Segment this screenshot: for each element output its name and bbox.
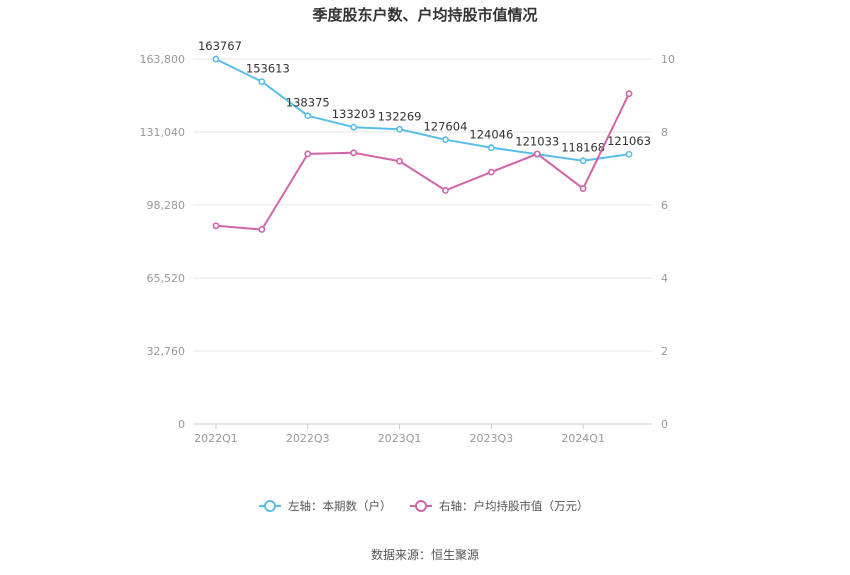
- left-tick-label: 98,280: [147, 199, 186, 212]
- right-axis: 0 2 4 6 8 10: [661, 53, 675, 431]
- data-label: 121033: [515, 134, 559, 148]
- data-label: 118168: [561, 141, 605, 155]
- data-point[interactable]: [396, 157, 403, 165]
- legend-swatch-marker: [264, 500, 276, 512]
- x-tick-label: 2024Q1: [561, 432, 605, 445]
- data-point[interactable]: [258, 226, 266, 233]
- data-point[interactable]: [212, 55, 220, 63]
- data-point[interactable]: [304, 150, 312, 158]
- data-point[interactable]: [625, 150, 633, 158]
- left-tick-label: 65,520: [147, 272, 186, 285]
- chart-title: 季度股东户数、户均持股市值情况: [312, 6, 537, 24]
- series-line-0: [215, 58, 630, 162]
- right-tick-label: 4: [661, 272, 668, 285]
- source-note: 数据来源：恒生聚源: [371, 547, 479, 562]
- data-point[interactable]: [533, 150, 541, 158]
- right-tick-label: 6: [661, 199, 668, 212]
- legend-swatch-marker: [415, 500, 427, 512]
- data-label: 163767: [198, 39, 242, 53]
- right-tick-label: 2: [661, 345, 668, 358]
- data-label: 138375: [286, 96, 330, 110]
- legend-item-1[interactable]: 右轴：户均持股市值（万元）: [410, 499, 589, 513]
- data-label: 124046: [469, 128, 513, 142]
- data-point[interactable]: [579, 157, 587, 165]
- data-label: 132269: [378, 109, 422, 123]
- data-point[interactable]: [350, 149, 358, 157]
- data-point[interactable]: [442, 136, 449, 144]
- series-line-1: [215, 93, 630, 231]
- data-label: 153613: [246, 62, 290, 76]
- x-tick-label: 2022Q3: [286, 432, 330, 445]
- x-tick-label: 2023Q3: [470, 432, 514, 445]
- data-point[interactable]: [258, 78, 266, 86]
- data-point[interactable]: [487, 168, 495, 176]
- left-tick-label: 0: [178, 418, 185, 431]
- data-point[interactable]: [396, 125, 403, 133]
- x-axis: 2022Q1 2022Q3 2023Q1 2023Q3 2024Q1: [194, 424, 605, 445]
- legend-label: 左轴：本期数（户）: [288, 499, 392, 513]
- left-tick-label: 163,800: [140, 53, 186, 66]
- legend[interactable]: 左轴：本期数（户） 右轴：户均持股市值（万元）: [259, 499, 589, 513]
- data-point[interactable]: [625, 90, 633, 98]
- data-label: 133203: [332, 107, 376, 121]
- data-point[interactable]: [487, 144, 495, 151]
- right-tick-label: 0: [661, 418, 668, 431]
- x-tick-label: 2023Q1: [378, 432, 422, 445]
- gridlines: [193, 58, 652, 425]
- legend-label: 右轴：户均持股市值（万元）: [439, 499, 589, 513]
- x-tick-label: 2022Q1: [194, 432, 238, 445]
- right-tick-label: 8: [661, 126, 668, 139]
- data-point[interactable]: [442, 186, 449, 194]
- left-axis: 0 32,760 65,520 98,280 131,040 163,800: [140, 53, 186, 431]
- data-point[interactable]: [212, 222, 220, 230]
- data-point[interactable]: [579, 185, 587, 192]
- left-tick-label: 131,040: [140, 126, 186, 139]
- data-point[interactable]: [304, 112, 312, 120]
- legend-item-0[interactable]: 左轴：本期数（户）: [259, 499, 392, 513]
- data-point[interactable]: [350, 123, 358, 131]
- left-tick-label: 32,760: [147, 345, 186, 358]
- right-tick-label: 10: [661, 53, 675, 66]
- data-label: 121063: [607, 134, 651, 148]
- data-label: 127604: [423, 120, 467, 134]
